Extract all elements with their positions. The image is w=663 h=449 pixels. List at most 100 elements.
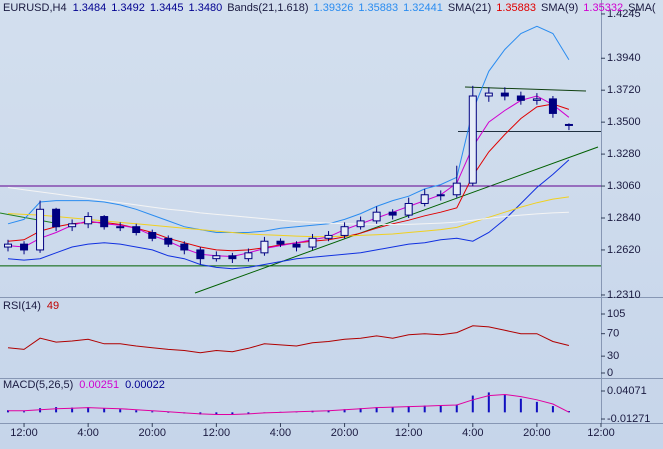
- candle-body: [404, 202, 413, 216]
- candle-body: [68, 223, 77, 228]
- ohlc-value: 1.3484: [73, 2, 107, 14]
- candle-body: [84, 216, 93, 225]
- candle-body: [356, 220, 365, 228]
- macd-bar: [103, 408, 106, 413]
- indicator-line: [7, 25, 570, 233]
- y-tick-label: 1.3500: [607, 116, 641, 128]
- y-tick-label: 70: [607, 328, 619, 340]
- legend-value: 1.35332: [583, 2, 623, 14]
- macd-bar: [551, 406, 554, 413]
- candle-body: [196, 249, 205, 260]
- macd-bar: [247, 412, 250, 414]
- candle-body: [324, 234, 333, 239]
- candle-body: [372, 211, 381, 222]
- candle-body: [484, 92, 493, 97]
- candle-body: [420, 194, 429, 204]
- macd-bar: [7, 410, 10, 413]
- macd-bar: [215, 412, 218, 415]
- candle-body: [52, 208, 61, 228]
- candle-body: [100, 216, 109, 228]
- legend-name: SMA(: [628, 2, 656, 14]
- macd-bar: [535, 401, 538, 413]
- panel-header: RSI(14) 49: [3, 300, 59, 312]
- legend-value: 1.32441: [403, 2, 443, 14]
- macd-bar: [519, 398, 522, 413]
- macd-bar: [135, 410, 138, 413]
- indicator-value: 49: [47, 300, 59, 312]
- indicator-name: MACD(5,26,5): [3, 379, 73, 391]
- y-tick-label: 1.3940: [607, 52, 641, 64]
- candle-body: [308, 237, 317, 248]
- y-tick-label: 1.3060: [607, 180, 641, 192]
- y-tick-label: 30: [607, 350, 619, 362]
- symbol: EURUSD,H4: [3, 2, 67, 14]
- macd-bar: [503, 394, 506, 413]
- macd-bar: [167, 412, 170, 413]
- trend-line: [0, 212, 61, 225]
- candle-body: [164, 237, 173, 245]
- candle-body: [132, 226, 141, 234]
- x-tick-label: 20:00: [138, 427, 166, 439]
- indicator-line: [7, 95, 570, 258]
- x-tick-label: 4:00: [270, 427, 291, 439]
- y-tick-label: 1.2840: [607, 212, 641, 224]
- y-tick-label: 1.2620: [607, 244, 641, 256]
- candle-body: [212, 255, 221, 260]
- macd-bar: [359, 408, 362, 413]
- trend-line: [194, 146, 599, 294]
- candle-body: [564, 123, 573, 126]
- legend-name: SMA(9): [541, 2, 578, 14]
- candle-body: [340, 226, 349, 236]
- candle-body: [260, 240, 269, 254]
- ohlc-value: 1.3480: [189, 2, 223, 14]
- x-tick-label: 12:00: [10, 427, 38, 439]
- macd-bar: [439, 405, 442, 413]
- candle-body: [516, 95, 525, 101]
- y-tick-label: 105: [607, 308, 625, 320]
- y-tick-label: -0.01271: [607, 413, 650, 425]
- ohlc-value: 1.3445: [150, 2, 184, 14]
- macd-bar: [23, 411, 26, 413]
- x-tick-label: 12:00: [203, 427, 231, 439]
- indicator-value: 0.00251: [79, 379, 119, 391]
- candle-body: [292, 243, 301, 248]
- candle-body: [468, 95, 477, 184]
- candle-body: [276, 240, 285, 245]
- candle-body: [436, 194, 445, 197]
- macd-bar: [327, 410, 330, 413]
- macd-bar: [487, 392, 490, 413]
- trend-line: [464, 86, 587, 92]
- candle-body: [20, 243, 29, 251]
- y-tick-label: 1.3280: [607, 148, 641, 160]
- y-tick-label: 1.2310: [607, 289, 641, 301]
- candle-body: [532, 98, 541, 101]
- x-tick-label: 12:00: [587, 427, 615, 439]
- candle-body: [452, 182, 461, 196]
- y-tick-label: 0.04071: [607, 385, 647, 397]
- x-tick-label: 20:00: [331, 427, 359, 439]
- y-tick-label: 0: [607, 367, 613, 379]
- macd-bar: [119, 409, 122, 413]
- x-tick-label: 20:00: [523, 427, 551, 439]
- panel-header: EURUSD,H4 1.3484 1.3492 1.3445 1.3480 Bands(2…: [3, 2, 656, 14]
- indicator-name: RSI(14): [3, 300, 41, 312]
- x-tick-label: 12:00: [395, 427, 423, 439]
- indicator-value: 0.00022: [125, 379, 165, 391]
- macd-bar: [39, 408, 42, 413]
- legend-name: Bands(21,1.618): [227, 2, 308, 14]
- candle-body: [500, 92, 509, 97]
- macd-bar: [455, 404, 458, 413]
- y-tick-label: 1.4245: [607, 8, 641, 20]
- macd-bar: [231, 412, 234, 415]
- candle-body: [228, 255, 237, 260]
- candle-body: [148, 232, 157, 239]
- legend-name: SMA(21): [448, 2, 491, 14]
- x-tick-label: 4:00: [77, 427, 98, 439]
- candle-body: [4, 243, 13, 248]
- candle-body: [116, 226, 125, 229]
- candle-body: [180, 243, 189, 251]
- legend-value: 1.35883: [496, 2, 536, 14]
- candle-body: [388, 211, 397, 216]
- indicator-line: [7, 159, 570, 270]
